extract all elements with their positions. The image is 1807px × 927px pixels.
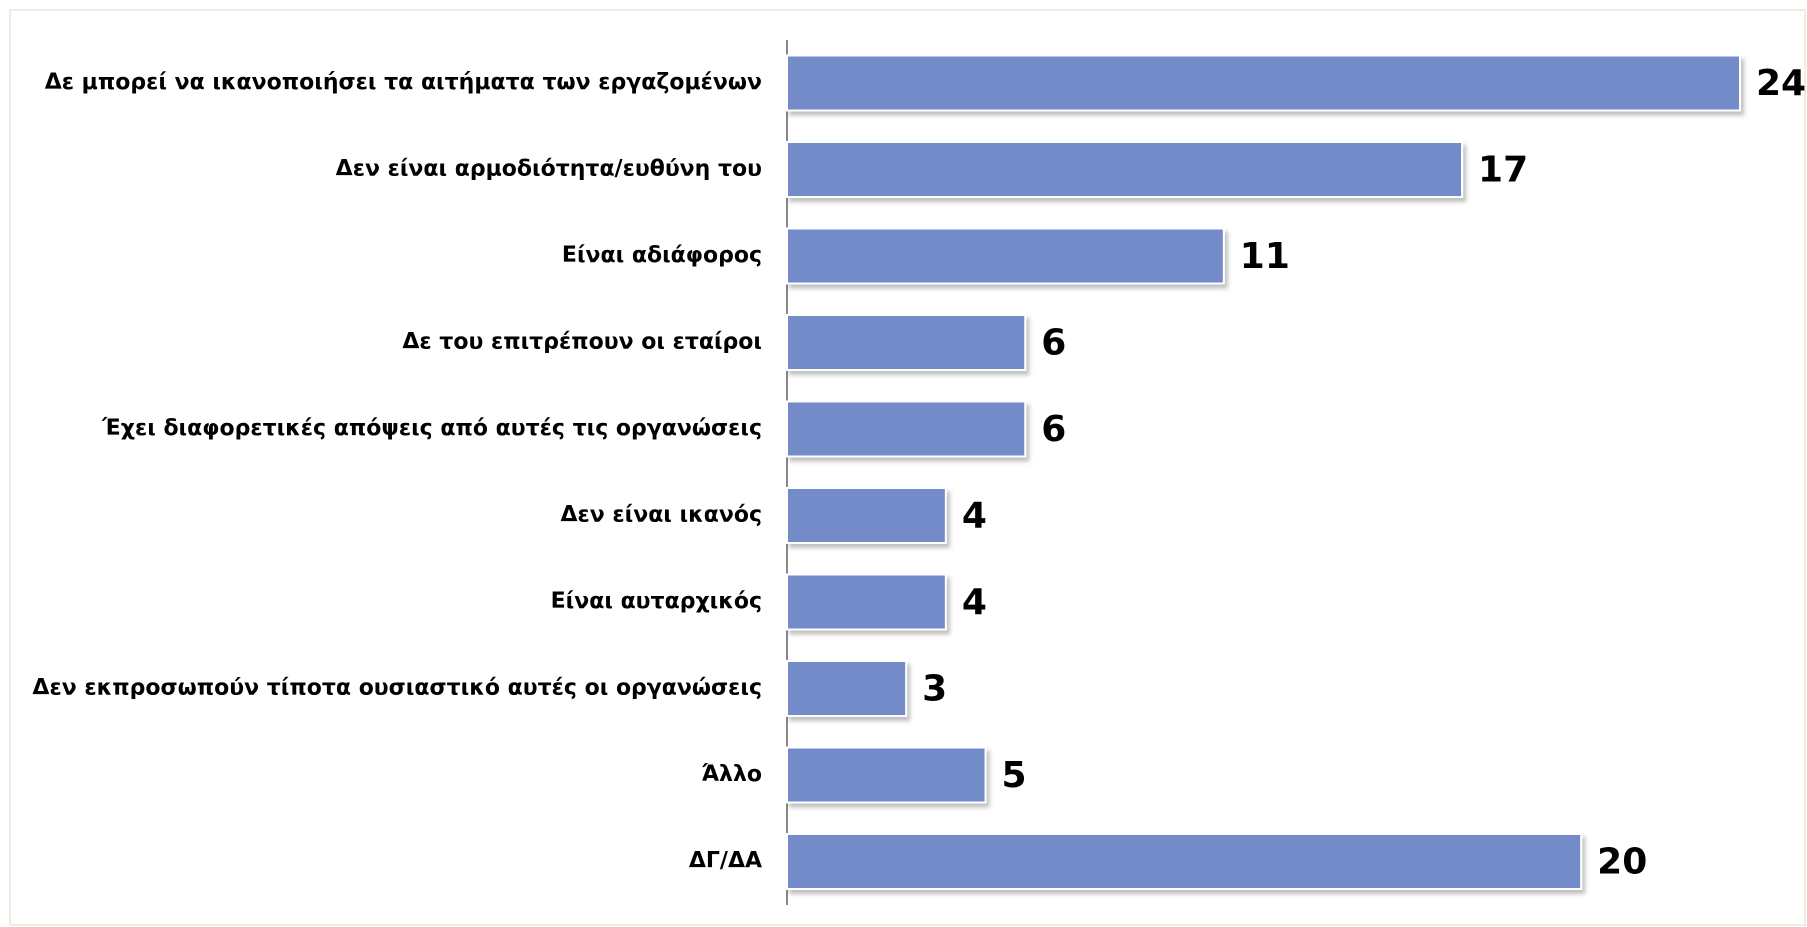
category-label: Δεν είναι ικανός — [560, 503, 762, 528]
category-label: Δε μπορεί να ικανοποιήσει τα αιτήματα τω… — [45, 70, 762, 95]
bar — [786, 487, 947, 544]
bar — [786, 227, 1225, 285]
bar — [786, 141, 1464, 198]
bar — [786, 660, 908, 717]
bar — [786, 573, 947, 631]
value-label: 24 — [1756, 63, 1806, 104]
category-label: ΔΓ/ΔΑ — [689, 849, 762, 874]
category-label: Δεν εκπροσωπούν τίποτα ουσιαστικό αυτές … — [32, 676, 762, 701]
bar — [786, 54, 1741, 112]
bar — [786, 400, 1027, 458]
frame — [9, 9, 1806, 926]
bar — [786, 314, 1027, 371]
value-label: 5 — [1002, 755, 1027, 796]
category-label: Δεν είναι αρμοδιότητα/ευθύνη του — [336, 157, 762, 182]
category-label: Άλλο — [702, 762, 763, 787]
category-label: Είναι αδιάφορος — [562, 243, 762, 268]
value-label: 11 — [1240, 236, 1290, 277]
category-label: Έχει διαφορετικές απόψεις από αυτές τις … — [101, 416, 762, 441]
value-label: 6 — [1041, 323, 1066, 364]
value-label: 17 — [1478, 150, 1528, 191]
bar — [786, 746, 987, 804]
value-label: 20 — [1597, 842, 1647, 883]
value-label: 4 — [962, 582, 987, 623]
category-label: Δε του επιτρέπουν οι εταίροι — [402, 330, 762, 355]
value-label: 4 — [962, 496, 987, 537]
bar — [786, 833, 1583, 890]
category-label: Είναι αυταρχικός — [551, 589, 762, 614]
value-label: 3 — [922, 669, 947, 710]
value-label: 6 — [1041, 409, 1066, 450]
